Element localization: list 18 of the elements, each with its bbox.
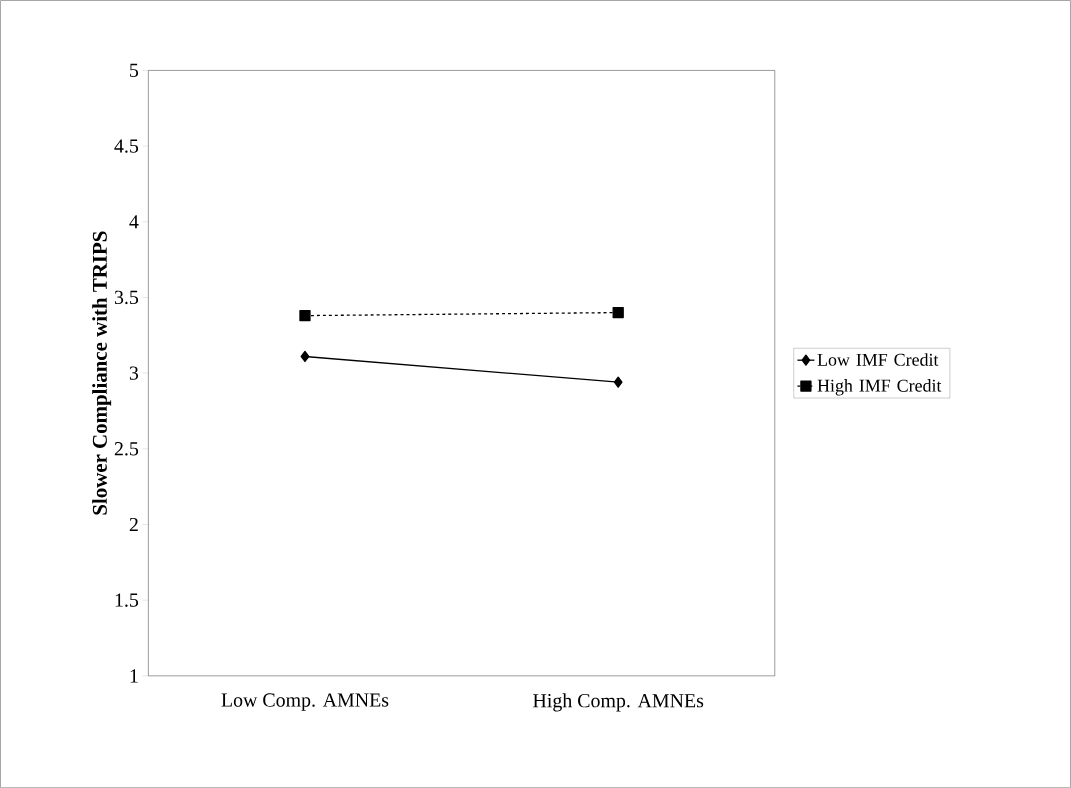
y-tick-label: 2 [129,517,138,531]
x-tick-label: High Comp. AMNEs [533,693,704,712]
point [300,350,310,363]
y-axis-title: Slower Compliance with TRIPS [92,231,112,515]
y-tick-label: 4 [129,215,139,229]
y-tick-label: 5 [130,63,139,77]
y-tick-label: 1.5 [115,593,139,607]
y-tick-label: 4.5 [114,139,139,153]
legend-label: Low IMF Credit [817,353,939,366]
y-tick-label: 3.5 [114,290,139,305]
y-tick-label: 2.5 [114,441,139,456]
y-tick-label: 3 [129,366,139,380]
point [299,309,311,322]
x-tick-label: Low Comp. AMNEs [221,693,389,711]
point [612,306,624,319]
point [613,376,623,388]
legend-label: High IMF Credit [817,378,942,396]
y-tick-label: 1 [130,669,138,683]
